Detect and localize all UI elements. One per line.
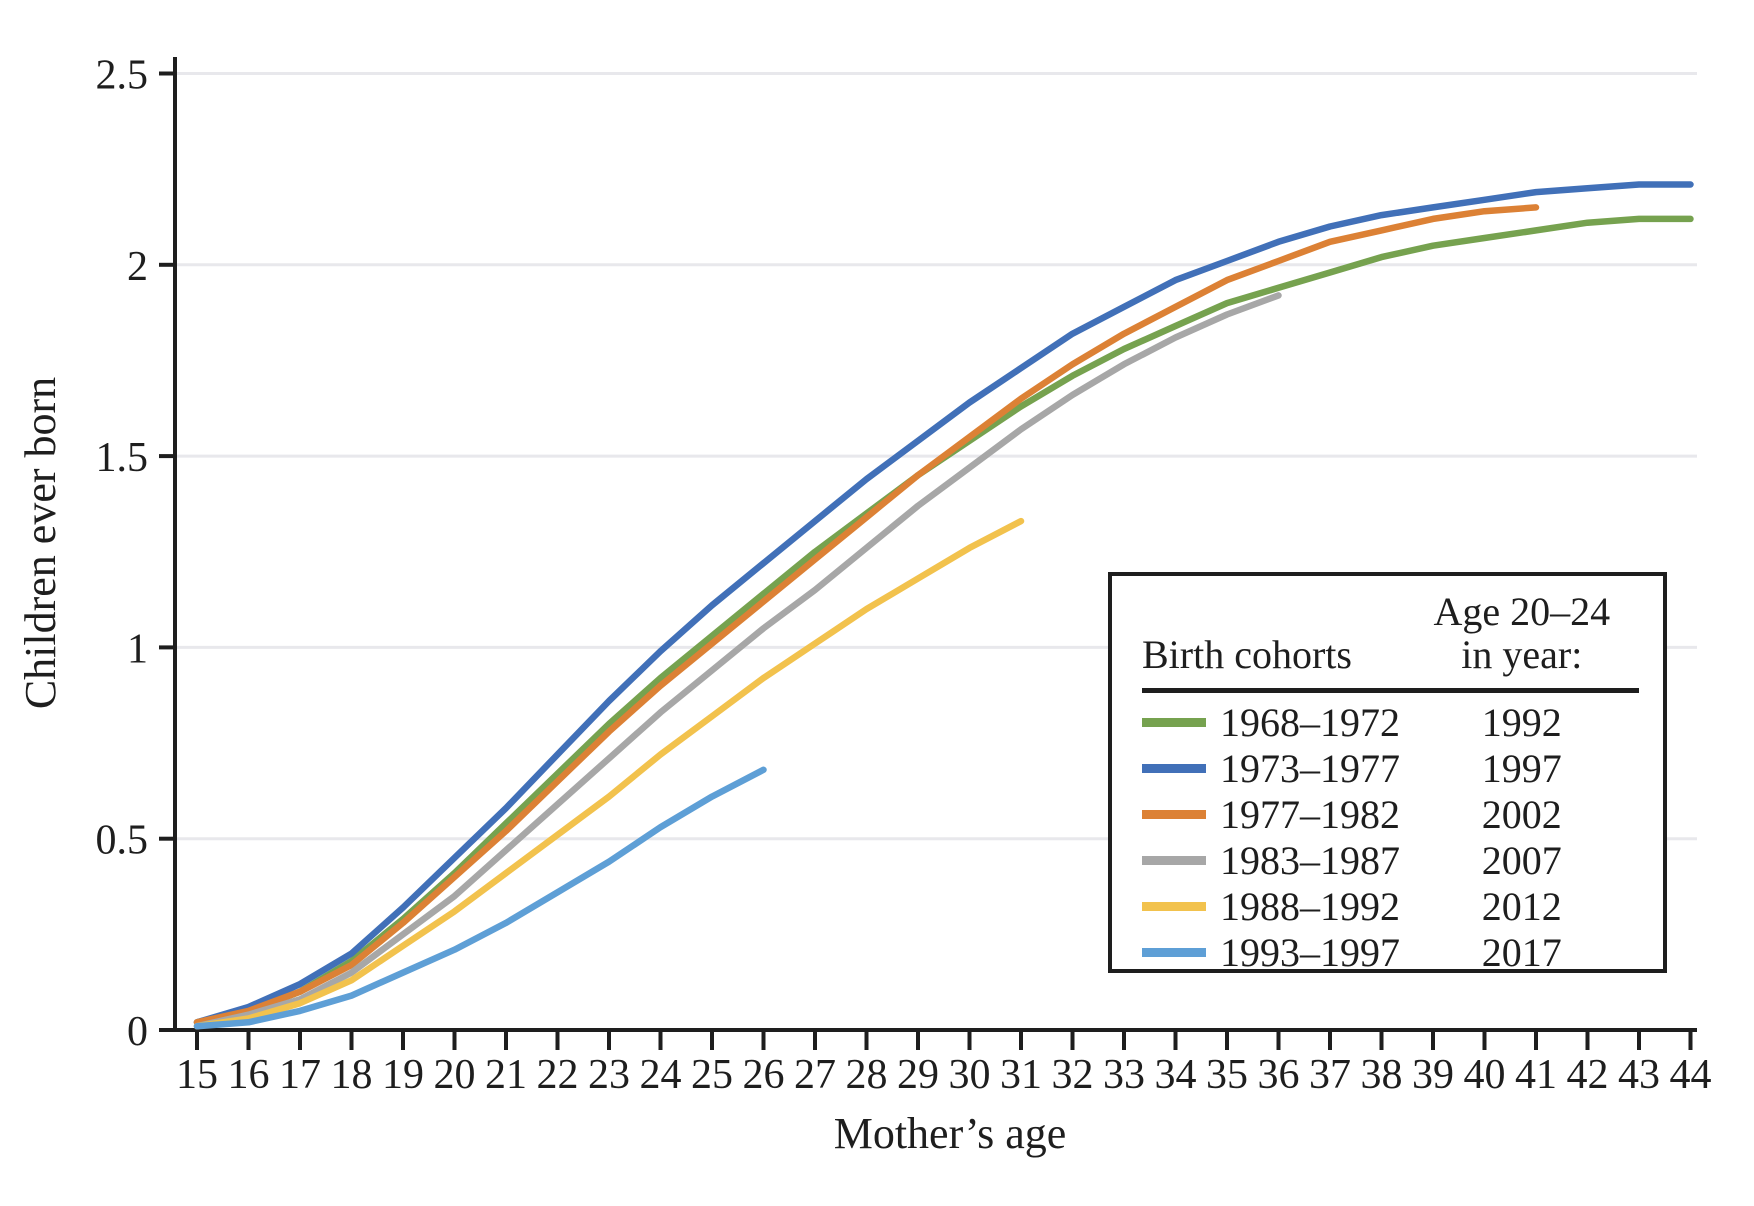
axes xyxy=(159,57,1697,1050)
legend-year-value: 2017 xyxy=(1481,929,1562,975)
legend-color-swatch xyxy=(1142,855,1206,865)
x-tick-label: 33 xyxy=(1103,1052,1145,1098)
x-tick-label: 30 xyxy=(949,1052,991,1098)
y-tick-label: 2 xyxy=(127,244,148,290)
x-axis-title: Mother’s age xyxy=(834,1109,1067,1158)
legend-cohort-cell: 1993–1997 xyxy=(1142,931,1405,974)
x-tick-label: 17 xyxy=(279,1052,321,1098)
legend-year-value: 2012 xyxy=(1481,883,1562,929)
legend-year-value: 1997 xyxy=(1481,745,1562,791)
x-tick-label: 25 xyxy=(691,1052,733,1098)
x-tick-label: 23 xyxy=(588,1052,630,1098)
y-tick-label: 1.5 xyxy=(96,435,149,481)
x-tick-label: 37 xyxy=(1309,1052,1351,1098)
x-tick-label: 20 xyxy=(434,1052,476,1098)
x-tick-label: 35 xyxy=(1206,1052,1248,1098)
x-tick-label: 32 xyxy=(1052,1052,1094,1098)
x-tick-label: 18 xyxy=(331,1052,373,1098)
y-tick-label: 0 xyxy=(127,1009,148,1055)
legend-row: 1983–1987 2007 xyxy=(1112,837,1663,883)
legend-year-header-line1: Age 20–24 xyxy=(1433,589,1611,634)
legend-header: Birth cohorts Age 20–24 in year: xyxy=(1112,576,1663,684)
series-line xyxy=(193,517,1025,1030)
legend-cohort-label: 1973–1977 xyxy=(1220,745,1400,791)
x-tick-label: 16 xyxy=(228,1052,270,1098)
legend-cohort-label: 1977–1982 xyxy=(1220,791,1400,837)
x-tick-label: 27 xyxy=(794,1052,836,1098)
x-tick-label: 43 xyxy=(1618,1052,1660,1098)
legend-divider xyxy=(1142,688,1639,694)
x-tick-label: 38 xyxy=(1361,1052,1403,1098)
legend-year-value: 2002 xyxy=(1481,791,1562,837)
series-line xyxy=(193,181,1694,1026)
legend-cohort-cell: 1988–1992 xyxy=(1142,885,1405,928)
x-tick-label: 22 xyxy=(537,1052,579,1098)
x-tick-label: 24 xyxy=(640,1052,682,1098)
legend-year-value: 2007 xyxy=(1481,837,1562,883)
legend-row: 1988–1992 2012 xyxy=(1112,883,1663,929)
legend-rows: 1968–1972 1992 1973–1977 1997 1977–1982 2002 1… xyxy=(1112,693,1663,975)
legend-color-swatch xyxy=(1142,763,1206,773)
x-tick-label: 39 xyxy=(1412,1052,1454,1098)
legend-color-swatch xyxy=(1142,947,1206,957)
legend-color-swatch xyxy=(1142,809,1206,819)
x-tick-label: 44 xyxy=(1670,1052,1712,1098)
legend-color-swatch xyxy=(1142,901,1206,911)
series-line xyxy=(193,292,1282,1030)
x-tick-label: 15 xyxy=(176,1052,218,1098)
legend-cohort-cell: 1983–1987 xyxy=(1142,839,1405,882)
x-tick-label: 29 xyxy=(897,1052,939,1098)
legend-row: 1973–1977 1997 xyxy=(1112,745,1663,791)
legend-year-value: 1992 xyxy=(1481,699,1562,745)
legend-cohort-cell: 1973–1977 xyxy=(1142,747,1405,790)
legend-year-header-line2: in year: xyxy=(1461,632,1583,678)
legend-row: 1993–1997 2017 xyxy=(1112,929,1663,975)
legend-color-swatch xyxy=(1142,717,1206,727)
y-tick-label: 1 xyxy=(127,626,148,672)
series-line xyxy=(193,766,767,1030)
series-lines xyxy=(193,181,1694,1030)
y-axis-title: Children ever born xyxy=(16,377,65,709)
x-tick-label: 31 xyxy=(1000,1052,1042,1098)
x-tick-label: 41 xyxy=(1515,1052,1557,1098)
x-tick-label: 19 xyxy=(382,1052,424,1098)
x-tick-label: 34 xyxy=(1155,1052,1197,1098)
legend-cohort-label: 1983–1987 xyxy=(1220,837,1400,883)
legend-cohort-label: 1988–1992 xyxy=(1220,883,1400,929)
legend-cohorts-header: Birth cohorts xyxy=(1142,632,1352,678)
tick-labels: 0 0.5 1 1.5 2 2.5 15 16 17 18 19 20 21 22 23 24 25 26 27 28… xyxy=(96,53,1712,1099)
x-tick-label: 40 xyxy=(1464,1052,1506,1098)
y-tick-label: 2.5 xyxy=(96,53,149,99)
x-tick-label: 36 xyxy=(1258,1052,1300,1098)
x-tick-label: 28 xyxy=(846,1052,888,1098)
legend-cohort-label: 1968–1972 xyxy=(1220,699,1400,745)
legend-year-header: Age 20–24 in year: xyxy=(1405,589,1639,678)
legend-row: 1977–1982 2002 xyxy=(1112,791,1663,837)
legend-box: Birth cohorts Age 20–24 in year: 1968–19… xyxy=(1108,572,1667,975)
legend-cohort-cell: 1968–1972 xyxy=(1142,701,1405,744)
legend-cohort-cell: 1977–1982 xyxy=(1142,793,1405,836)
x-tick-label: 42 xyxy=(1567,1052,1609,1098)
legend-row: 1968–1972 1992 xyxy=(1112,699,1663,745)
legend-cohort-label: 1993–1997 xyxy=(1220,929,1400,975)
x-tick-label: 26 xyxy=(743,1052,785,1098)
y-tick-label: 0.5 xyxy=(96,818,149,864)
series-line xyxy=(193,204,1540,1026)
x-tick-label: 21 xyxy=(485,1052,527,1098)
